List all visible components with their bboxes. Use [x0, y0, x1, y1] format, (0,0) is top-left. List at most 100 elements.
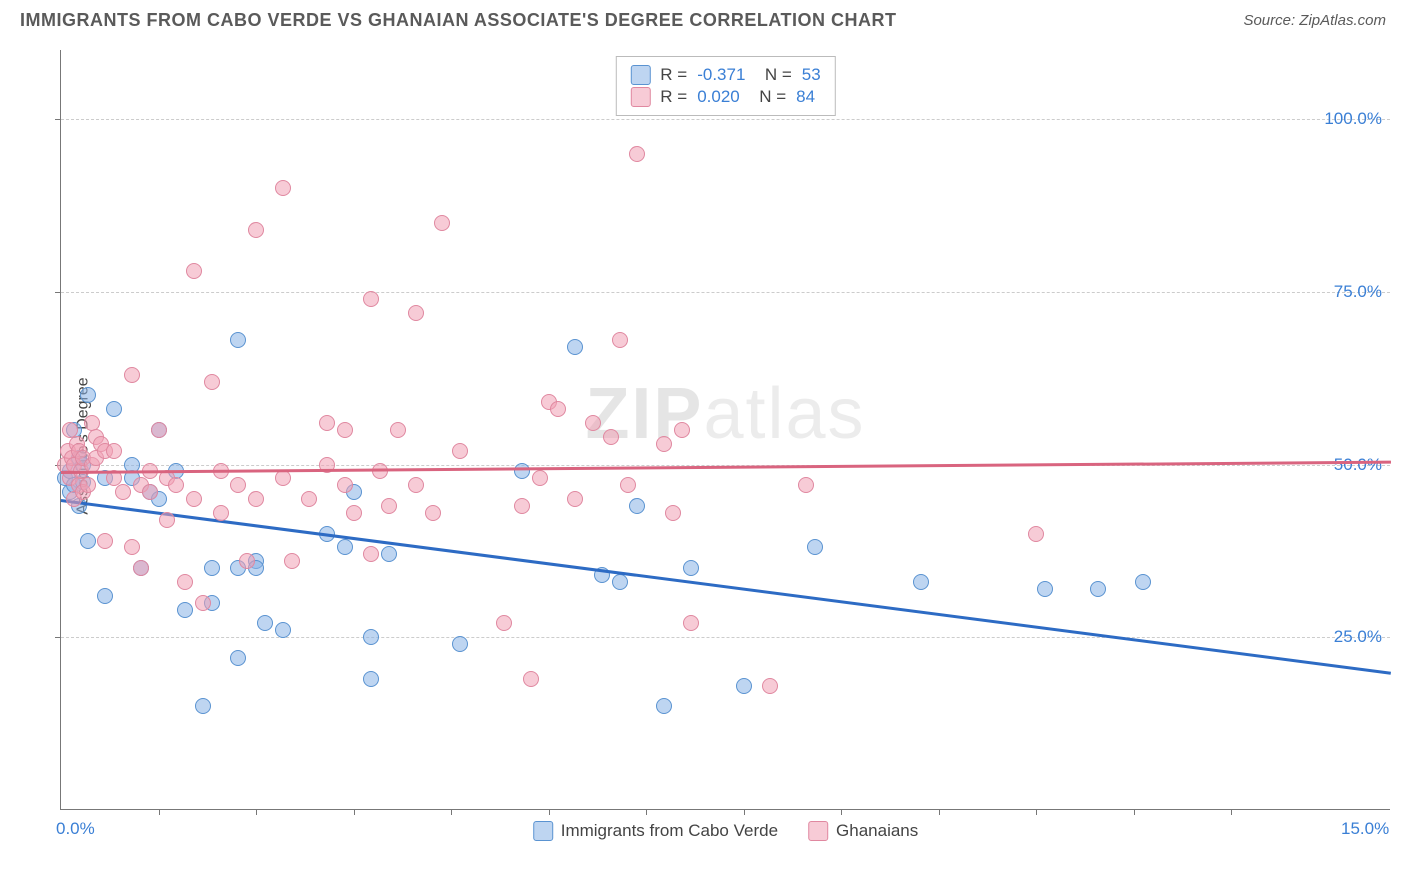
data-point	[337, 477, 353, 493]
data-point	[97, 533, 113, 549]
data-point	[195, 595, 211, 611]
data-point	[381, 498, 397, 514]
data-point	[177, 574, 193, 590]
data-point	[532, 470, 548, 486]
data-point	[106, 401, 122, 417]
data-point	[452, 443, 468, 459]
data-point	[204, 560, 220, 576]
data-point	[567, 491, 583, 507]
data-point	[168, 477, 184, 493]
data-point	[195, 698, 211, 714]
data-point	[913, 574, 929, 590]
data-point	[550, 401, 566, 417]
legend-item-cabo-verde: Immigrants from Cabo Verde	[533, 821, 778, 841]
data-point	[408, 477, 424, 493]
data-point	[142, 484, 158, 500]
data-point	[1135, 574, 1151, 590]
source-attribution: Source: ZipAtlas.com	[1243, 12, 1386, 29]
data-point	[408, 305, 424, 321]
data-point	[97, 588, 113, 604]
legend-row-ghanaians: R = 0.020 N = 84	[630, 87, 820, 107]
data-point	[656, 698, 672, 714]
data-point	[275, 622, 291, 638]
data-point	[381, 546, 397, 562]
data-point	[363, 629, 379, 645]
data-point	[275, 470, 291, 486]
chart-title: IMMIGRANTS FROM CABO VERDE VS GHANAIAN A…	[20, 10, 896, 31]
legend-swatch-cabo-verde	[630, 65, 650, 85]
data-point	[133, 560, 149, 576]
data-point	[612, 574, 628, 590]
data-point	[204, 374, 220, 390]
data-point	[337, 539, 353, 555]
data-point	[213, 505, 229, 521]
data-point	[80, 477, 96, 493]
grid-line	[61, 119, 1390, 120]
data-point	[257, 615, 273, 631]
legend-row-cabo-verde: R = -0.371 N = 53	[630, 65, 820, 85]
data-point	[230, 477, 246, 493]
series-legend: Immigrants from Cabo Verde Ghanaians	[533, 821, 919, 841]
data-point	[186, 491, 202, 507]
data-point	[346, 505, 362, 521]
data-point	[425, 505, 441, 521]
data-point	[301, 491, 317, 507]
data-point	[106, 443, 122, 459]
legend-swatch-ghanaians	[630, 87, 650, 107]
data-point	[230, 650, 246, 666]
data-point	[629, 146, 645, 162]
y-tick-label: 100.0%	[1324, 109, 1382, 129]
data-point	[284, 553, 300, 569]
data-point	[177, 602, 193, 618]
trend-line	[61, 461, 1391, 474]
data-point	[496, 615, 512, 631]
data-point	[80, 387, 96, 403]
data-point	[434, 215, 450, 231]
data-point	[159, 512, 175, 528]
data-point	[186, 263, 202, 279]
data-point	[390, 422, 406, 438]
data-point	[452, 636, 468, 652]
data-point	[248, 222, 264, 238]
data-point	[275, 180, 291, 196]
data-point	[337, 422, 353, 438]
x-tick-label: 0.0%	[56, 819, 95, 839]
legend-swatch-icon	[533, 821, 553, 841]
data-point	[363, 291, 379, 307]
data-point	[239, 553, 255, 569]
y-tick-label: 25.0%	[1334, 627, 1382, 647]
data-point	[603, 429, 619, 445]
data-point	[736, 678, 752, 694]
legend-swatch-icon	[808, 821, 828, 841]
data-point	[372, 463, 388, 479]
data-point	[514, 498, 530, 514]
data-point	[1028, 526, 1044, 542]
data-point	[124, 539, 140, 555]
correlation-legend: R = -0.371 N = 53 R = 0.020 N = 84	[615, 56, 835, 116]
data-point	[665, 505, 681, 521]
data-point	[585, 415, 601, 431]
data-point	[151, 422, 167, 438]
legend-item-ghanaians: Ghanaians	[808, 821, 918, 841]
data-point	[523, 671, 539, 687]
x-tick-label: 15.0%	[1341, 819, 1389, 839]
grid-line	[61, 637, 1390, 638]
data-point	[798, 477, 814, 493]
data-point	[514, 463, 530, 479]
grid-line	[61, 292, 1390, 293]
data-point	[319, 415, 335, 431]
data-point	[762, 678, 778, 694]
data-point	[683, 560, 699, 576]
data-point	[612, 332, 628, 348]
data-point	[1090, 581, 1106, 597]
data-point	[363, 671, 379, 687]
trend-line	[61, 499, 1391, 674]
data-point	[620, 477, 636, 493]
data-point	[674, 422, 690, 438]
y-tick-label: 75.0%	[1334, 282, 1382, 302]
y-tick-label: 50.0%	[1334, 455, 1382, 475]
data-point	[656, 436, 672, 452]
data-point	[124, 367, 140, 383]
data-point	[807, 539, 823, 555]
watermark: ZIPatlas	[585, 373, 865, 455]
